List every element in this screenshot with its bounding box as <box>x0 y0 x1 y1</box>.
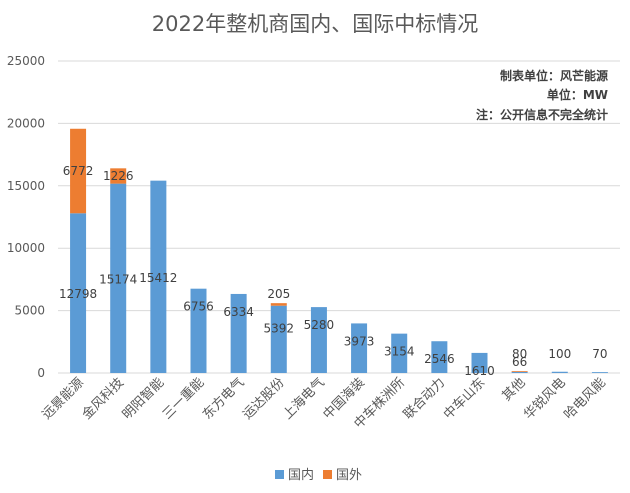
annotation-source: 制表单位：风芒能源 <box>500 68 608 83</box>
y-tick-label: 25000 <box>7 54 45 68</box>
legend-swatch-domestic <box>275 470 284 479</box>
legend-label-overseas: 国外 <box>336 468 362 483</box>
data-label-domestic: 3154 <box>384 345 415 359</box>
legend-label-domestic: 国内 <box>288 467 314 483</box>
data-label-domestic: 12798 <box>59 287 97 301</box>
annotation-unit: 单位：MW <box>547 87 608 102</box>
y-axis-ticks: 0 5000 10000 15000 20000 25000 <box>7 54 45 380</box>
bar-overseas <box>70 128 87 214</box>
bar-domestic <box>511 372 528 373</box>
bar-domestic <box>591 372 608 373</box>
y-tick-label: 0 <box>37 366 45 380</box>
data-label-domestic: 15412 <box>139 271 177 285</box>
bar-domestic <box>150 180 167 373</box>
data-label-domestic: 100 <box>548 347 571 361</box>
bar-domestic <box>70 213 87 373</box>
data-label-domestic: 6334 <box>223 305 254 319</box>
data-label-domestic: 2546 <box>424 352 455 366</box>
bar-domestic <box>230 293 247 373</box>
bar-domestic <box>471 352 488 373</box>
bar-domestic <box>351 323 368 373</box>
data-label-overseas: 205 <box>267 287 290 301</box>
bar-overseas <box>270 303 287 306</box>
data-labels: 12798 6772 15174 1226 15412 6756 6334 5392 205 52… <box>59 164 608 378</box>
data-label-overseas: 1226 <box>103 169 134 183</box>
data-label-overseas: 66 <box>512 355 527 369</box>
legend: 国内 国外 <box>275 467 362 483</box>
annotations: 制表单位：风芒能源 单位：MW 注：公开信息不完全统计 <box>476 68 608 122</box>
bar-domestic <box>110 183 127 373</box>
bar-domestic <box>551 371 568 373</box>
bar-domestic <box>190 288 207 373</box>
data-label-domestic: 1610 <box>464 364 495 378</box>
data-label-overseas: 6772 <box>63 164 94 178</box>
data-label-domestic: 6756 <box>183 300 214 314</box>
bar-overseas <box>511 371 528 373</box>
y-tick-label: 15000 <box>7 179 45 193</box>
legend-swatch-overseas <box>323 470 332 479</box>
bar-domestic <box>270 305 287 373</box>
data-label-domestic: 70 <box>592 347 607 361</box>
y-tick-label: 20000 <box>7 116 45 130</box>
bars <box>70 128 608 373</box>
y-tick-label: 10000 <box>7 241 45 255</box>
data-label-domestic: 5280 <box>304 318 335 332</box>
bar-overseas <box>110 168 127 184</box>
y-tick-label: 5000 <box>14 304 45 318</box>
chart-title: 2022年整机商国内、国际中标情况 <box>152 12 478 36</box>
data-label-domestic: 5392 <box>264 322 295 336</box>
bar-domestic <box>431 341 448 373</box>
bar-domestic <box>391 333 408 373</box>
data-label-domestic: 15174 <box>99 272 137 286</box>
data-label-domestic: 80 <box>512 347 527 361</box>
annotation-note: 注：公开信息不完全统计 <box>476 107 608 122</box>
data-label-domestic: 3973 <box>344 334 375 348</box>
bar-domestic <box>310 307 327 373</box>
